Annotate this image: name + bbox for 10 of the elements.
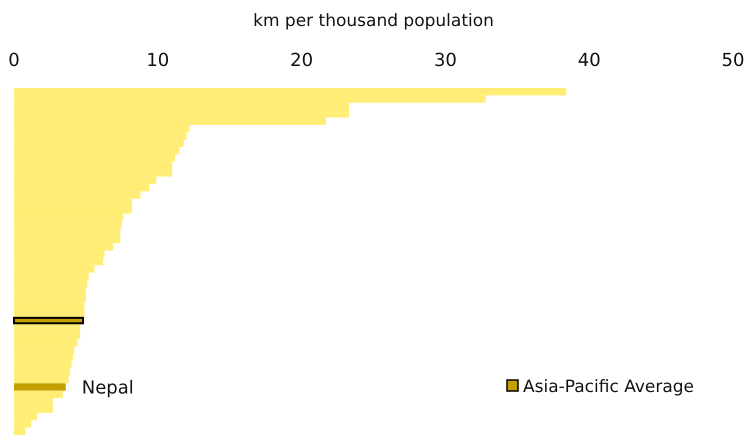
x-tick-label: 30 (434, 50, 457, 71)
y-tick-label: Nepal (82, 377, 134, 398)
x-tick-label: 50 (722, 50, 744, 71)
x-tick-label: 20 (290, 50, 314, 71)
x-tick-label: 10 (146, 50, 170, 71)
x-tick-label: 40 (578, 50, 601, 71)
x-tick-label: 0 (8, 50, 20, 71)
x-axis-title: km per thousand population (253, 11, 494, 31)
annotation: Asia-Pacific Average (523, 377, 694, 398)
bar (14, 383, 66, 391)
